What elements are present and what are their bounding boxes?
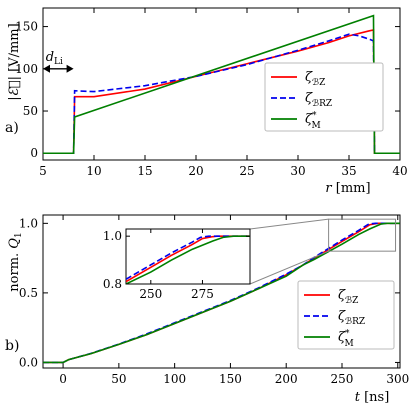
panel-a-xtick-label: 15 — [137, 164, 152, 178]
panel-b-frame — [42, 214, 401, 369]
panel-a-xtick-label: 5 — [39, 164, 47, 178]
panel-b-legend-label: ζ* M — [338, 329, 354, 349]
panel-a-xtick-label: 20 — [188, 164, 203, 178]
panel-b-legend-label: ζℬRZ — [338, 309, 365, 327]
inset-ytick-label: 1.0 — [103, 229, 122, 243]
panel-b-xtick-label: 50 — [111, 372, 126, 386]
panel-a-legend-label: ζℬRZ — [305, 91, 332, 109]
panel-a-series-line — [43, 14, 400, 155]
panel-a-ytick-label: 100 — [15, 62, 38, 76]
panel-a-label: a) — [5, 120, 19, 136]
panel-a-xlabel: r [mm] — [325, 181, 370, 196]
panel-b-xtick-label: 250 — [331, 372, 354, 386]
inset-series-line — [126, 235, 250, 284]
panel-a-xtick-label: 30 — [290, 164, 305, 178]
panel-a-legend-label: ζ* M — [305, 111, 321, 131]
panel-b-ytick-label: 0.5 — [19, 286, 38, 300]
panel-a-ytick-label: 0 — [30, 146, 38, 160]
inset-xtick-label: 275 — [191, 287, 214, 301]
panel-b-legend-label: ζℬZ — [338, 288, 358, 306]
panel-b-legend-box — [297, 280, 395, 350]
inset-xtick-label: 250 — [139, 287, 162, 301]
panel-b-xtick-label: 0 — [59, 372, 67, 386]
panel-a-ytick-label: 150 — [15, 20, 38, 34]
panel-b-xlabel: t [ns] — [355, 390, 390, 405]
dli-arrow-head-right — [66, 64, 74, 73]
panel-b-ytick-label: 0.0 — [19, 355, 38, 369]
panel-b-xtick-label: 100 — [163, 372, 186, 386]
panel-b-legend: ζℬZ ζℬRZ ζ* M — [297, 280, 395, 350]
panel-b-label: b) — [5, 338, 19, 354]
panel-a-ylabel: |Ɛ⃗| [V/mm] — [7, 23, 22, 100]
panel-a-ytick-label: 50 — [23, 104, 38, 118]
inset-axes: 250 275 0.8 1.0 — [103, 228, 251, 301]
panel-a-legend-box — [264, 62, 384, 132]
panel-b-ytick-label: 1.0 — [19, 216, 38, 230]
panel-a-legend-label: ζℬZ — [305, 70, 325, 88]
panel-a-xtick-label: 10 — [86, 164, 101, 178]
inset-series-group — [126, 235, 250, 284]
panel-a-xtick-label: 40 — [392, 164, 407, 178]
panel-b-ylabel: norm. Q1 — [7, 232, 24, 291]
dli-annotation: dLi — [43, 50, 74, 73]
panel-a-xtick-label: 35 — [341, 164, 356, 178]
dli-label: dLi — [46, 50, 63, 67]
panel-a-legend: ζℬZ ζℬRZ ζ* M — [264, 62, 384, 132]
zoom-indicator — [249, 218, 397, 285]
zoom-box — [328, 218, 397, 252]
panel-a-axes: 5 10 15 20 25 30 35 40 0 50 100 150 — [15, 7, 408, 178]
panel-a-xtick-label: 25 — [239, 164, 254, 178]
panel-b-series-group — [43, 222, 400, 364]
panel-b-xtick-label: 150 — [219, 372, 242, 386]
panel-b-xtick-label: 300 — [386, 372, 409, 386]
panel-b-series-line — [43, 222, 400, 364]
zoom-connector — [249, 250, 329, 285]
panel-b-xtick-label: 200 — [275, 372, 298, 386]
panel-b-axes: 0 50 100 150 200 250 300 0.0 0.5 1.0 — [19, 214, 409, 386]
dli-arrow-head-left — [43, 64, 50, 73]
panel-a-frame — [42, 7, 401, 161]
inset-ytick-label: 0.8 — [103, 277, 122, 291]
zoom-connector — [249, 218, 329, 230]
